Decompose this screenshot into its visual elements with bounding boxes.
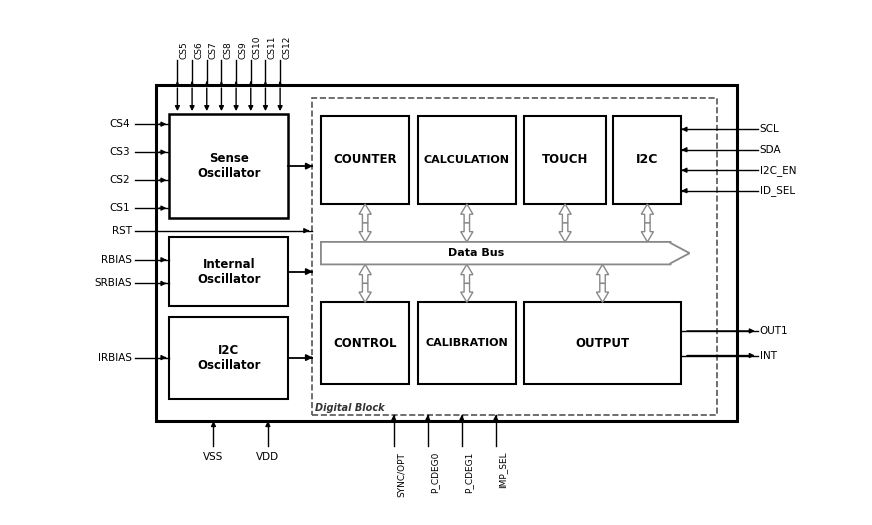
Bar (169, 317, 289, 398)
Text: CALIBRATION: CALIBRATION (426, 338, 508, 348)
Text: P_CDEG0: P_CDEG0 (431, 452, 439, 493)
Polygon shape (321, 242, 690, 265)
Text: CS4: CS4 (110, 119, 131, 129)
Text: I2C_EN: I2C_EN (760, 165, 796, 176)
Polygon shape (460, 284, 473, 302)
Text: I2C
Oscillator: I2C Oscillator (197, 343, 261, 372)
Bar (613, 116, 681, 204)
Text: IRBIAS: IRBIAS (98, 353, 132, 363)
Text: P_CDEG1: P_CDEG1 (465, 452, 473, 493)
Polygon shape (359, 204, 371, 223)
Bar (524, 302, 681, 384)
Text: SRBIAS: SRBIAS (94, 278, 132, 288)
Text: SCL: SCL (760, 124, 780, 134)
Polygon shape (596, 284, 609, 302)
Text: INT: INT (760, 351, 777, 361)
Text: IMP_SEL: IMP_SEL (499, 452, 508, 488)
Text: CS9: CS9 (238, 41, 247, 59)
Polygon shape (460, 223, 473, 242)
Text: Digital Block: Digital Block (316, 403, 385, 413)
Bar (418, 116, 516, 204)
Text: RST: RST (112, 226, 132, 236)
Polygon shape (641, 204, 653, 223)
Bar (169, 114, 289, 218)
Text: CS7: CS7 (208, 41, 218, 59)
Text: OUTPUT: OUTPUT (576, 337, 630, 350)
Text: Sense
Oscillator: Sense Oscillator (197, 152, 261, 180)
Text: COUNTER: COUNTER (333, 153, 397, 166)
Text: CS10: CS10 (253, 36, 262, 59)
Text: CS1: CS1 (110, 203, 131, 213)
Bar (524, 116, 606, 204)
Bar (312, 98, 717, 415)
Text: VDD: VDD (256, 452, 279, 462)
Bar (169, 237, 289, 307)
Text: I2C: I2C (637, 153, 658, 166)
Polygon shape (460, 204, 473, 223)
Text: RBIAS: RBIAS (101, 255, 132, 265)
Text: CS8: CS8 (223, 41, 233, 59)
Polygon shape (559, 223, 571, 242)
Text: SDA: SDA (760, 145, 781, 155)
Text: TOUCH: TOUCH (542, 153, 589, 166)
Text: ID_SEL: ID_SEL (760, 185, 794, 196)
Polygon shape (359, 284, 371, 302)
Text: CS3: CS3 (110, 147, 131, 157)
Text: CS11: CS11 (268, 36, 276, 59)
Polygon shape (359, 223, 371, 242)
Text: CALCULATION: CALCULATION (424, 155, 510, 165)
Text: CONTROL: CONTROL (333, 337, 397, 350)
Text: SYNC/OPT: SYNC/OPT (397, 452, 405, 497)
Text: Internal
Oscillator: Internal Oscillator (197, 258, 261, 286)
Bar (155, 85, 737, 421)
Bar (321, 116, 409, 204)
Text: CS2: CS2 (110, 175, 131, 185)
Polygon shape (559, 204, 571, 223)
Text: CS5: CS5 (180, 41, 188, 59)
Text: CS6: CS6 (194, 41, 203, 59)
Bar (321, 302, 409, 384)
Text: VSS: VSS (203, 452, 223, 462)
Polygon shape (641, 223, 653, 242)
Bar (418, 302, 516, 384)
Text: CS12: CS12 (283, 36, 291, 59)
Polygon shape (460, 265, 473, 284)
Polygon shape (359, 265, 371, 284)
Polygon shape (596, 265, 609, 284)
Text: OUT1: OUT1 (760, 326, 788, 336)
Text: Data Bus: Data Bus (447, 248, 504, 258)
